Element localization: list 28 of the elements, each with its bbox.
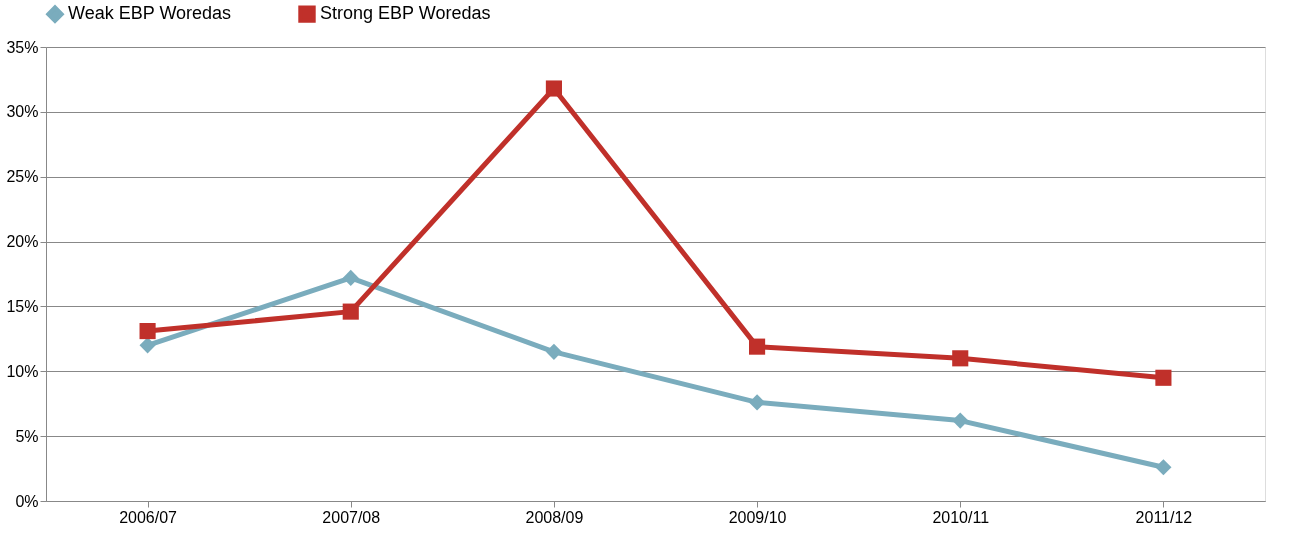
point [952,412,969,429]
point [139,337,156,354]
y-tick-label: 30% [6,103,39,121]
point [342,269,359,286]
point [952,350,969,367]
point [1155,459,1172,476]
x-tick-label: 2009/10 [728,508,787,526]
point [545,343,562,360]
point [139,323,156,340]
y-tick-label: 15% [6,297,39,315]
point [749,394,766,411]
y-tick-label: 10% [6,362,39,380]
point [749,338,766,355]
x-tick-label: 2011/12 [1135,508,1193,526]
x-tick-label: 2008/09 [525,508,584,526]
x-tick-label: 2006/07 [119,508,178,526]
x-tick-label: 2007/08 [322,508,381,526]
legend-label: Strong EBP Woredas [320,3,491,24]
y-tick-label: 25% [6,168,39,186]
x-tick-label: 2010/11 [932,508,990,526]
legend-label: Weak EBP Woredas [68,3,232,24]
y-tick-label: 0% [15,492,39,510]
y-tick-label: 35% [6,38,39,56]
y-tick-label: 20% [6,233,39,251]
point [1155,369,1172,386]
point [545,80,562,97]
point [342,303,359,320]
y-tick-label: 5% [15,427,39,445]
